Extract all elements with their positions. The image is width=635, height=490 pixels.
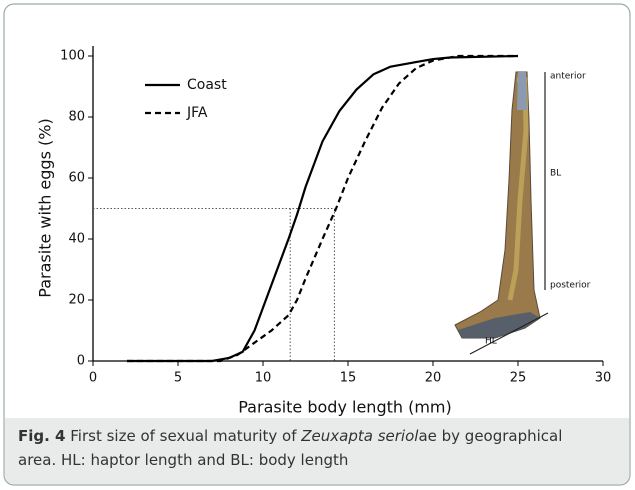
legend-label: Coast [187, 77, 227, 93]
caption-label: Fig. 4 [18, 427, 66, 445]
annotation: HL [485, 337, 497, 347]
frame [3, 3, 631, 486]
legend-label: JFA [186, 105, 208, 121]
x-tick-label: 15 [340, 371, 357, 386]
y-tick-label: 60 [68, 171, 85, 186]
caption-text: ae by geographical [418, 427, 563, 445]
x-tick-label: 0 [89, 371, 97, 386]
x-tick-label: 5 [174, 371, 182, 386]
y-axis-label: Parasite with eggs (%) [36, 118, 55, 297]
parasite-image [454, 71, 549, 355]
y-tick-label: 20 [68, 293, 85, 308]
x-tick-label: 20 [425, 371, 442, 386]
y-tick-label: 100 [60, 49, 85, 64]
annotation: posterior [550, 281, 591, 291]
x-tick-label: 30 [595, 371, 612, 386]
caption: Fig. 4 First size of sexual maturity of … [18, 424, 618, 472]
x-tick-label: 10 [255, 371, 272, 386]
caption-band [4, 418, 630, 484]
annotation: BL [550, 169, 561, 179]
x-axis-label: Parasite body length (mm) [238, 398, 452, 417]
y-tick-label: 80 [68, 110, 85, 125]
annotation: anterior [550, 72, 586, 82]
y-tick-label: 40 [68, 232, 85, 247]
x-tick-label: 25 [510, 371, 527, 386]
caption-text: First size of sexual maturity of [70, 427, 297, 445]
caption-text: area. HL: haptor length and BL: body len… [18, 451, 349, 469]
caption-species: Zeuxapta seriol [301, 427, 419, 445]
y-tick-label: 0 [77, 354, 85, 369]
